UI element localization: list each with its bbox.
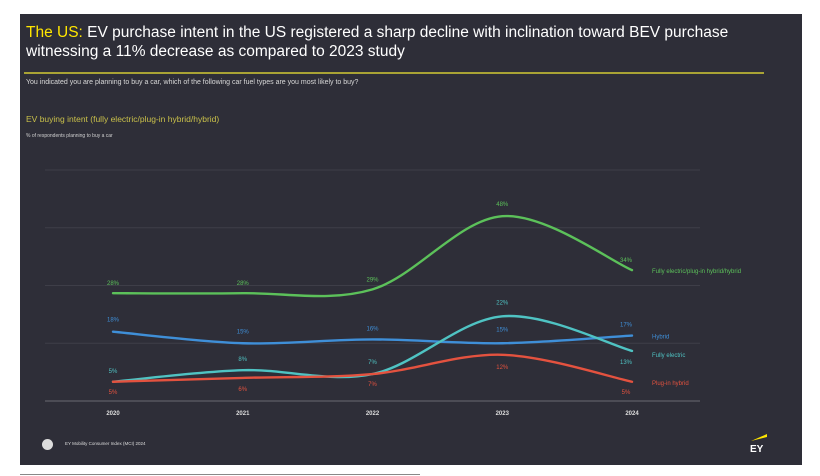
data-label: 5% [109, 390, 118, 396]
data-label: 8% [238, 357, 247, 363]
x-tick-label: 2021 [236, 411, 250, 417]
series-legend-label: Plug-in hybrid [652, 381, 689, 387]
x-tick-label: 2024 [625, 411, 639, 417]
survey-question: You indicated you are planning to buy a … [26, 79, 359, 86]
data-label: 16% [366, 326, 379, 332]
ey-logo: EY [750, 434, 767, 454]
data-label: 7% [368, 360, 377, 366]
slide-title: The US: EV purchase intent in the US reg… [26, 23, 766, 61]
x-tick-label: 2023 [496, 411, 510, 417]
data-label: 48% [496, 202, 509, 208]
series-line [111, 214, 634, 298]
data-label: 17% [620, 323, 633, 329]
data-label: 18% [107, 318, 120, 324]
data-label: 15% [496, 327, 509, 333]
title-highlight: The US: [26, 24, 83, 41]
data-label: 28% [107, 281, 120, 287]
series-line [111, 330, 634, 345]
divider-line [20, 474, 420, 475]
data-label: 7% [368, 382, 377, 388]
data-label: 29% [366, 277, 379, 283]
series-legend-label: Fully electric [652, 353, 685, 359]
data-label: 5% [109, 369, 118, 375]
page-number-icon [42, 439, 53, 450]
chart-unit-label: % of respondents planning to buy a car [26, 133, 113, 139]
series-line [111, 353, 634, 383]
data-label: 13% [620, 360, 633, 366]
data-label: 12% [496, 365, 509, 371]
slide [20, 14, 802, 465]
data-label: 15% [237, 329, 250, 335]
data-label: 34% [620, 258, 633, 264]
svg-text:EY: EY [750, 444, 764, 454]
data-label: 28% [237, 281, 250, 287]
series-legend-label: Hybrid [652, 335, 669, 341]
source-note: EY Mobility Consumer Index (MCI) 2024 [65, 441, 146, 446]
title-text: EV purchase intent in the US registered … [26, 24, 729, 60]
chart-title: EV buying intent (fully electric/plug-in… [26, 114, 220, 124]
data-label: 22% [496, 300, 509, 306]
data-label: 6% [238, 387, 247, 393]
data-label: 5% [622, 390, 631, 396]
series-legend-label: Fully electric/plug-in hybrid/hybrid [652, 269, 741, 275]
x-tick-label: 2022 [366, 411, 380, 417]
x-tick-label: 2020 [106, 411, 120, 417]
title-divider [24, 72, 764, 74]
